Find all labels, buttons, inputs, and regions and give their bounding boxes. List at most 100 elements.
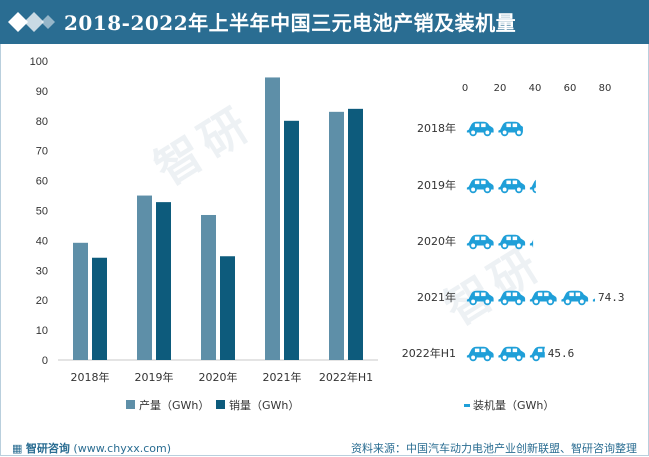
- car-window: [544, 237, 548, 241]
- car-window: [481, 292, 486, 297]
- car-wheel: [515, 297, 523, 306]
- car-wheel: [469, 128, 477, 137]
- x-tick-label: 2019年: [135, 370, 174, 384]
- car-body: [529, 239, 534, 246]
- car-icon: [529, 237, 548, 248]
- car-window: [506, 123, 511, 128]
- legend-label: 销量（GWh）: [229, 398, 299, 412]
- x-tick-label: 20: [494, 83, 507, 94]
- car-window: [481, 123, 486, 128]
- car-wheel: [532, 185, 536, 194]
- car-wheel: [483, 353, 492, 362]
- brand-icon: ▦: [12, 442, 23, 455]
- car-wheel: [532, 353, 540, 362]
- car-wheel: [548, 187, 554, 193]
- car-wheel: [546, 297, 555, 306]
- car-window: [506, 236, 511, 241]
- car-icon: [466, 346, 494, 362]
- x-tick-label: 2021年: [263, 370, 302, 384]
- sales-bar: [348, 108, 363, 360]
- car-window: [512, 348, 518, 353]
- car-window: [537, 292, 543, 297]
- car-icon: [466, 121, 494, 137]
- production-bar: [201, 214, 216, 360]
- y-tick-label: 20: [36, 295, 48, 307]
- production-bar: [137, 195, 152, 360]
- diamond-icon: [8, 12, 28, 32]
- x-tick-label: 2020年: [199, 370, 238, 384]
- y-tick-label: 30: [36, 265, 48, 277]
- bar-legend: 产量（GWh） 销量（GWh）: [126, 398, 299, 412]
- legend-swatch: [464, 404, 470, 407]
- car-wheel: [483, 128, 492, 137]
- car-window: [506, 292, 511, 297]
- car-window: [481, 180, 486, 185]
- car-wheel: [483, 241, 492, 250]
- car-icon: [529, 346, 545, 362]
- car-wheel: [483, 297, 492, 306]
- car-window: [512, 236, 518, 241]
- pictogram-series: 74.3 45.6: [466, 121, 625, 362]
- car-icon: [466, 290, 494, 306]
- car-window: [474, 236, 480, 241]
- x-tick-label: 2022年H1: [319, 370, 373, 384]
- car-wheel: [469, 297, 477, 306]
- y-tick-label: 2018年: [417, 121, 456, 135]
- x-axis-tick-labels: 2018年 2019年 2020年 2021年 2022年H1: [71, 370, 374, 384]
- car-window: [544, 348, 545, 353]
- car-window: [512, 180, 518, 185]
- car-window: [538, 181, 542, 185]
- installed-capacity-pictogram-chart: 0 20 40 60 80 2018年 2019年 2020年 2021年 2022年H1 74…: [402, 83, 625, 412]
- car-window: [538, 237, 542, 241]
- car-wheel: [532, 297, 540, 306]
- car-wheel: [469, 241, 477, 250]
- brand-url: (www.chyxx.com): [73, 442, 172, 455]
- car-wheel: [469, 185, 477, 194]
- production-bar: [265, 77, 280, 360]
- pictogram-row: [466, 346, 545, 362]
- car-icon: [529, 179, 554, 194]
- y-tick-label: 40: [36, 235, 48, 247]
- y-tick-label: 80: [36, 116, 48, 128]
- y-tick-label: 2019年: [417, 178, 456, 192]
- car-icon: [466, 178, 494, 194]
- x-tick-label: 60: [564, 83, 577, 94]
- car-icon: [498, 234, 526, 250]
- sales-bar: [220, 256, 235, 360]
- y-tick-label: 10: [36, 325, 48, 337]
- diamond-icon: [41, 15, 55, 29]
- car-wheel: [500, 241, 509, 250]
- y-tick-label: 2021年: [417, 290, 456, 304]
- car-window: [506, 180, 511, 185]
- car-wheel: [515, 353, 523, 362]
- y-tick-label: 2022年H1: [402, 346, 456, 360]
- legend-label: 装机量（GWh）: [473, 398, 554, 412]
- sales-bar: [156, 202, 171, 360]
- pictogram-legend: 装机量（GWh）: [464, 398, 554, 412]
- car-window: [575, 292, 581, 297]
- legend-label: 产量（GWh）: [139, 398, 209, 412]
- car-wheel: [500, 353, 509, 362]
- car-window: [474, 348, 480, 353]
- pictogram-row: [466, 234, 548, 250]
- y-tick-label: 0: [42, 355, 48, 367]
- title-bar: 2018-2022年上半年中国三元电池产销及装机量: [0, 0, 649, 44]
- car-window: [544, 292, 549, 297]
- brand-name: 智研咨询: [25, 442, 70, 455]
- car-window: [481, 348, 486, 353]
- x-tick-label: 80: [599, 83, 612, 94]
- production-bar: [73, 242, 88, 360]
- car-wheel: [515, 241, 523, 250]
- y-tick-label: 50: [36, 206, 48, 218]
- data-label: 74.3: [598, 291, 625, 304]
- car-icon: [498, 178, 526, 194]
- diamond-icon: [24, 12, 44, 32]
- y-axis-tick-labels: 0 10 20 30 40 50 60 70 80 90 100: [30, 56, 48, 367]
- x-tick-label: 0: [462, 83, 468, 94]
- page-title: 2018-2022年上半年中国三元电池产销及装机量: [64, 11, 517, 35]
- car-wheel: [469, 353, 477, 362]
- car-window: [474, 180, 480, 185]
- car-wheel: [515, 128, 523, 137]
